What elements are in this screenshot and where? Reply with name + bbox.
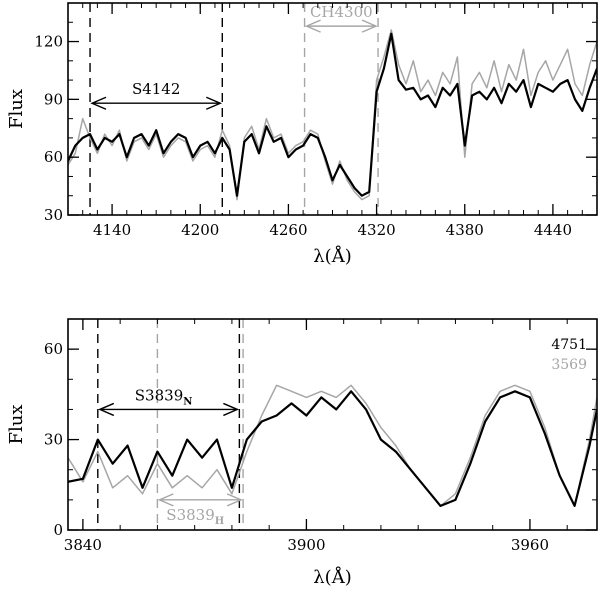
index-label-subscript: N [183, 396, 192, 407]
index-arrow-head-left [157, 493, 174, 507]
y-axis-title: Flux [6, 405, 27, 445]
plot-area [68, 319, 597, 530]
x-tick-label: 4320 [357, 221, 395, 239]
x-axis-title: λ(Å) [313, 245, 351, 267]
x-tick-label: 3900 [287, 536, 325, 554]
y-tick-label: 0 [53, 521, 63, 539]
x-tick-label: 3840 [64, 536, 102, 554]
x-tick-label: 3960 [511, 536, 549, 554]
index-arrow-head-right [226, 493, 243, 507]
spectrum-line-1 [68, 384, 597, 507]
y-axis-title: Flux [6, 89, 27, 129]
legend-entry: 4751 [551, 337, 587, 353]
spectrum-line-1 [68, 29, 597, 201]
index-arrow-head-left [98, 402, 115, 417]
index-arrow-head-left [90, 96, 107, 110]
spectrum-line-0 [68, 390, 597, 507]
index-arrow-head-right [223, 402, 240, 417]
index-label: S4142 [132, 80, 180, 98]
bottom-panel: S3839N S3839H 3840 3900 3960 0 30 60 λ(Å) Flux 475… [6, 318, 598, 588]
legend-entry: 3569 [551, 357, 587, 373]
index-label: S3839N [135, 386, 193, 407]
y-tick-label: 30 [44, 431, 63, 449]
x-tick-label: 4380 [446, 221, 484, 239]
plot-frame [67, 318, 598, 531]
index-arrow-head-left [304, 19, 321, 33]
index-arrow-head-right [361, 19, 378, 33]
index-label-subscript: H [215, 516, 224, 527]
top-panel: S4142 CH4300 4140 4200 4260 4320 4380 4440 30 60 9… [6, 2, 598, 267]
index-label: CH4300 [310, 3, 373, 21]
index-arrow-head-right [206, 96, 223, 110]
y-tick-label: 90 [44, 90, 63, 108]
index-label: S3839H [166, 506, 224, 527]
y-tick-label: 30 [44, 206, 63, 224]
x-tick-label: 4260 [269, 221, 307, 239]
y-tick-label: 60 [44, 148, 63, 166]
y-tick-label: 60 [44, 340, 63, 358]
plot-area [68, 3, 597, 215]
x-tick-label: 4200 [181, 221, 219, 239]
x-axis-title: λ(Å) [313, 566, 351, 588]
y-tick-label: 120 [34, 33, 63, 51]
spectrum-line-0 [68, 32, 597, 197]
x-tick-label: 4440 [534, 221, 572, 239]
x-tick-label: 4140 [93, 221, 131, 239]
